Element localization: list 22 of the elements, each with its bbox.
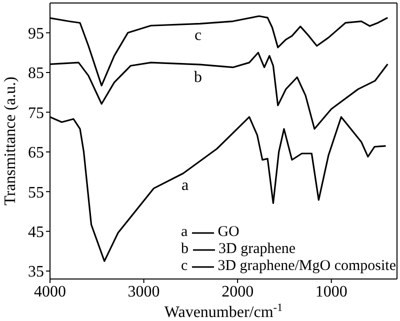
x-tick-label: 2000 <box>222 283 254 300</box>
y-tick-label: 35 <box>28 264 44 281</box>
annotation: b <box>194 69 202 86</box>
annotation: c <box>194 27 202 44</box>
legend-label: 3D graphene/MgO composite <box>218 258 396 275</box>
legend-label: GO <box>218 224 240 241</box>
y-tick-label: 95 <box>28 25 44 42</box>
x-axis-title: Wavenumber/cm$^{-1}$ <box>164 302 283 321</box>
y-tick-label: 45 <box>28 224 44 242</box>
y-tick-label: 65 <box>28 144 44 162</box>
annotation: c <box>181 258 188 275</box>
legend-label: 3D graphene <box>218 241 296 258</box>
x-tick-label: 1000 <box>315 283 348 300</box>
x-tick-label: 3000 <box>128 283 160 300</box>
annotation: a <box>181 177 189 194</box>
y-tick-label: 85 <box>28 65 44 82</box>
y-axis-title: Transmittance (a.u.) <box>2 76 19 206</box>
annotation: b <box>181 241 189 258</box>
annotation: a <box>181 224 188 241</box>
y-tick-label: 55 <box>28 184 44 202</box>
y-tick-label: 75 <box>28 104 44 122</box>
x-tick-label: 4000 <box>34 283 66 300</box>
